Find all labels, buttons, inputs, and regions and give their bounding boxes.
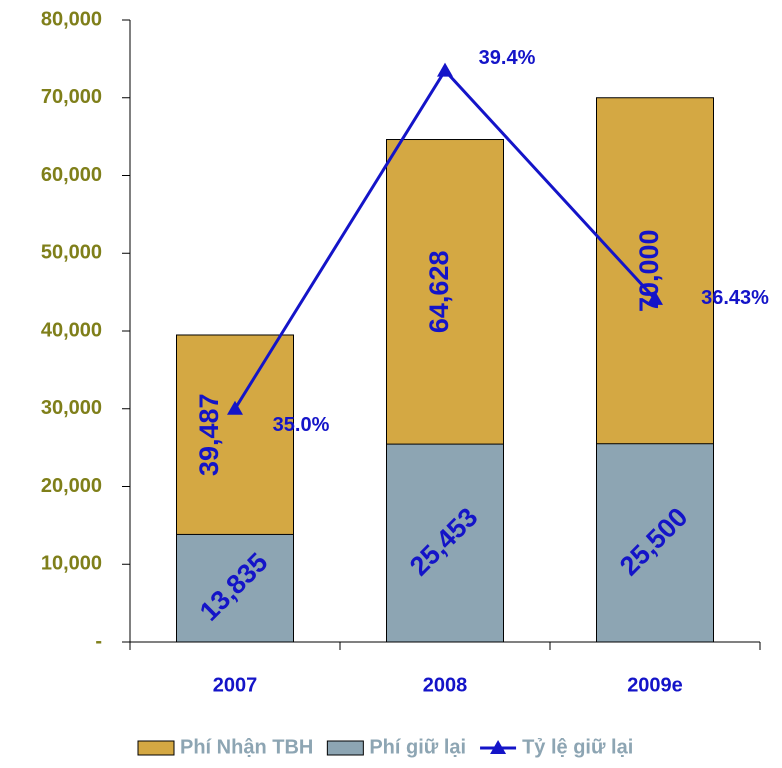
bar-value-label: 64,628 <box>424 251 454 334</box>
legend-swatch <box>137 740 175 756</box>
marker <box>647 290 663 305</box>
legend-label: Phí giữ lại <box>369 736 466 758</box>
legend-label: Tỷ lệ giữ lại <box>522 736 633 758</box>
y-tick-label: 70,000 <box>41 86 102 108</box>
line-value-label: 39.4% <box>479 47 536 69</box>
legend-label: Phí Nhận TBH <box>180 736 313 758</box>
y-tick-label: 60,000 <box>41 164 102 186</box>
marker <box>227 400 243 415</box>
marker <box>437 62 453 77</box>
bar-value-label: 39,487 <box>194 393 224 476</box>
line-value-label: 35.0% <box>273 414 330 436</box>
y-tick-label: 20,000 <box>41 475 102 497</box>
x-tick-label: 2008 <box>423 674 468 696</box>
y-tick-label: 80,000 <box>41 8 102 30</box>
x-tick-label: 2007 <box>213 674 258 696</box>
y-tick-label: 40,000 <box>41 319 102 341</box>
x-tick-label: 2009e <box>627 674 683 696</box>
y-tick-label: 10,000 <box>41 553 102 575</box>
legend-swatch <box>326 740 364 756</box>
line-value-label: 36.43% <box>701 287 769 309</box>
bar <box>596 443 714 643</box>
bar <box>386 443 504 643</box>
y-tick-label: - <box>95 630 102 652</box>
y-tick-label: 50,000 <box>41 242 102 264</box>
bar <box>176 533 294 643</box>
legend-marker <box>490 740 507 754</box>
y-tick-label: 30,000 <box>41 397 102 419</box>
